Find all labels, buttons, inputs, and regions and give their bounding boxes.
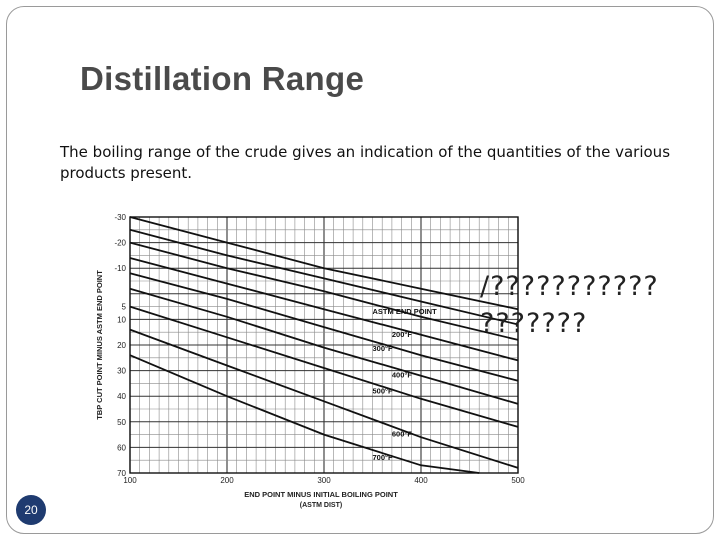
series-line [129,216,519,311]
chart-y-axis-label: TBP CUT POINT MINUS ASTM END POINT [95,270,104,420]
chart-series-group [129,216,519,474]
slide-title: Distillation Range [80,60,365,97]
series-line [129,328,519,469]
series-label: 700°F [373,453,394,462]
y-tick-label: 10 [117,315,126,324]
x-tick-label: 400 [414,476,428,485]
series-line [129,257,519,362]
series-label: ASTM END POINT [373,307,438,316]
series-label: 400°F [392,370,413,379]
series-label: 300°F [373,344,394,353]
y-tick-label: 70 [117,469,126,478]
x-tick-label: 300 [317,476,331,485]
series-line [129,354,480,474]
series-line [129,287,519,405]
chart-container: -30 -20 -10 5 10 20 30 40 50 60 70 100 200 300 400 500 … [88,205,534,515]
y-tick-label: -10 [114,264,126,273]
x-tick-label: 100 [123,476,137,485]
y-tick-label: 40 [117,392,126,401]
chart-x-axis-label: END POINT MINUS INITIAL BOILING POINT [244,490,398,499]
series-label: 500°F [373,386,394,395]
page-number-badge: 20 [16,495,46,525]
chart-x-axis-sublabel: (ASTM DIST) [300,502,342,509]
y-tick-label: 50 [117,418,126,427]
y-tick-label: 5 [122,303,127,312]
x-tick-label: 200 [220,476,234,485]
y-tick-label: 20 [117,341,126,350]
y-tick-label: -20 [114,239,126,248]
y-tick-label: 60 [117,443,126,452]
body-text: The boiling range of the crude gives an … [60,143,671,182]
series-line [129,305,519,428]
y-tick-label: -30 [114,213,126,222]
y-tick-label: 30 [117,367,126,376]
series-line [129,272,519,382]
series-line [129,228,519,326]
series-line [129,241,519,341]
plot-frame [129,216,519,474]
chart-series-labels: ASTM END POINT 200°F 300°F 400°F 500°F 600°F 7… [373,307,438,462]
x-tick-label: 500 [511,476,525,485]
overlay-text: /??????????? ??????? [480,271,659,339]
series-label: 200°F [392,330,413,339]
series-label: 600°F [392,429,413,438]
